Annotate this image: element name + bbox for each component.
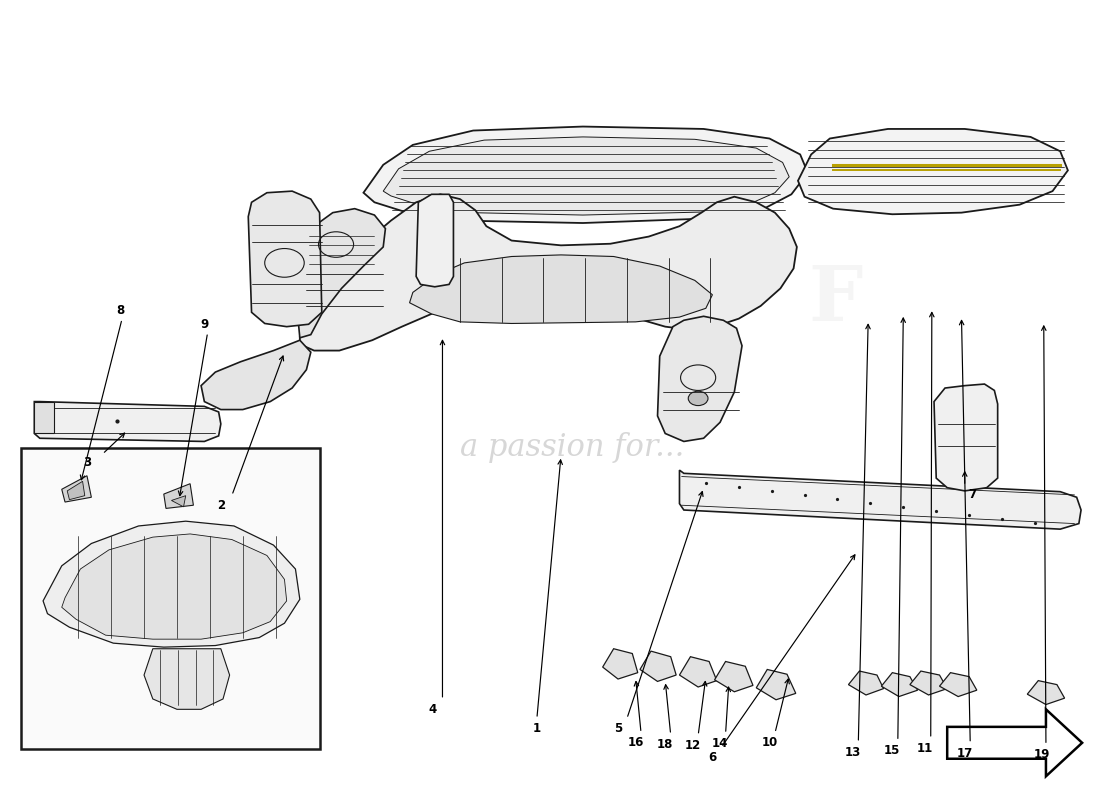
Text: 4: 4 xyxy=(429,703,437,716)
Polygon shape xyxy=(34,402,221,442)
Polygon shape xyxy=(62,534,287,639)
Text: 1: 1 xyxy=(532,722,541,735)
Text: 17: 17 xyxy=(957,746,972,760)
Polygon shape xyxy=(848,671,883,695)
Polygon shape xyxy=(910,671,947,695)
Polygon shape xyxy=(416,194,453,286)
Text: 15: 15 xyxy=(884,744,901,758)
Polygon shape xyxy=(34,402,54,434)
Polygon shape xyxy=(164,484,194,509)
FancyBboxPatch shape xyxy=(21,448,320,749)
Polygon shape xyxy=(363,126,807,223)
Polygon shape xyxy=(383,137,789,215)
Text: 19: 19 xyxy=(1033,748,1049,762)
Polygon shape xyxy=(680,470,1081,529)
Text: 8: 8 xyxy=(116,304,124,318)
Polygon shape xyxy=(62,476,91,502)
Polygon shape xyxy=(798,129,1068,214)
Circle shape xyxy=(689,391,708,406)
Polygon shape xyxy=(947,710,1082,776)
Text: 9: 9 xyxy=(200,318,209,330)
Polygon shape xyxy=(1027,681,1065,705)
Polygon shape xyxy=(296,209,385,338)
Polygon shape xyxy=(172,496,186,507)
Text: 10: 10 xyxy=(761,736,778,750)
Polygon shape xyxy=(603,649,638,679)
Polygon shape xyxy=(757,670,795,700)
Text: 7: 7 xyxy=(968,487,977,501)
Polygon shape xyxy=(715,662,754,692)
Polygon shape xyxy=(249,191,322,326)
Text: 5: 5 xyxy=(614,722,623,735)
Polygon shape xyxy=(640,651,676,682)
Text: F: F xyxy=(808,263,862,338)
Polygon shape xyxy=(658,316,742,442)
Polygon shape xyxy=(881,673,917,697)
Text: 11: 11 xyxy=(917,742,934,755)
Text: 2: 2 xyxy=(217,498,224,512)
Polygon shape xyxy=(300,194,796,350)
Polygon shape xyxy=(201,340,311,410)
Text: 6: 6 xyxy=(708,750,716,764)
Polygon shape xyxy=(409,255,713,323)
Polygon shape xyxy=(939,673,977,697)
Polygon shape xyxy=(67,482,85,500)
Text: 3: 3 xyxy=(82,456,91,469)
Polygon shape xyxy=(680,657,717,687)
Text: 16: 16 xyxy=(627,736,644,750)
Text: 14: 14 xyxy=(712,737,728,750)
Polygon shape xyxy=(144,649,230,710)
Text: 18: 18 xyxy=(657,738,673,751)
Text: 13: 13 xyxy=(845,746,861,759)
Polygon shape xyxy=(43,521,300,647)
Text: 12: 12 xyxy=(684,738,701,752)
Polygon shape xyxy=(934,384,998,491)
Text: a passion for...: a passion for... xyxy=(460,432,684,463)
